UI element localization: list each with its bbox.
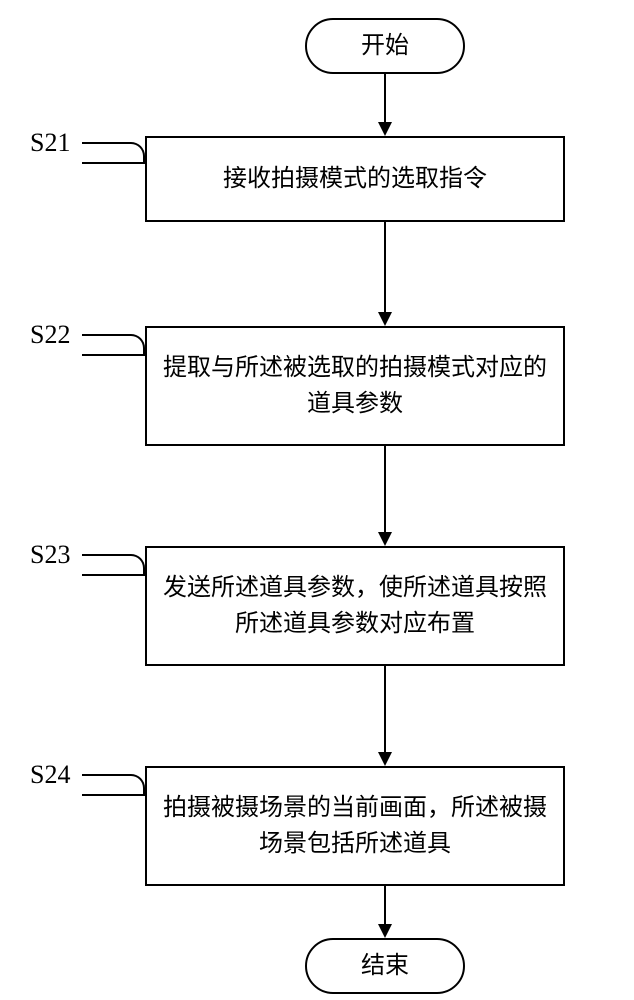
- label-s23: S23: [30, 540, 70, 570]
- arrow-head-icon: [378, 312, 392, 326]
- start-node: 开始: [305, 18, 465, 74]
- process-s23: 发送所述道具参数，使所述道具按照 所述道具参数对应布置: [145, 546, 565, 666]
- s21-text: 接收拍摄模式的选取指令: [223, 161, 487, 197]
- end-text: 结束: [361, 948, 409, 984]
- arrow-head-icon: [378, 532, 392, 546]
- process-s24: 拍摄被摄场景的当前画面，所述被摄 场景包括所述道具: [145, 766, 565, 886]
- arrow-head-icon: [378, 752, 392, 766]
- label-connector: [82, 774, 145, 796]
- arrow: [384, 74, 386, 122]
- arrow-head-icon: [378, 122, 392, 136]
- arrow: [384, 666, 386, 752]
- arrow: [384, 886, 386, 924]
- label-s22: S22: [30, 320, 70, 350]
- s24-text: 拍摄被摄场景的当前画面，所述被摄 场景包括所述道具: [163, 790, 547, 862]
- process-s21: 接收拍摄模式的选取指令: [145, 136, 565, 222]
- end-node: 结束: [305, 938, 465, 994]
- start-text: 开始: [361, 28, 409, 64]
- s23-text: 发送所述道具参数，使所述道具按照 所述道具参数对应布置: [163, 570, 547, 642]
- arrow: [384, 222, 386, 312]
- label-s24: S24: [30, 760, 70, 790]
- process-s22: 提取与所述被选取的拍摄模式对应的 道具参数: [145, 326, 565, 446]
- label-connector: [82, 554, 145, 576]
- label-connector: [82, 334, 145, 356]
- label-connector: [82, 142, 145, 164]
- arrow: [384, 446, 386, 532]
- s22-text: 提取与所述被选取的拍摄模式对应的 道具参数: [163, 350, 547, 422]
- arrow-head-icon: [378, 924, 392, 938]
- label-s21: S21: [30, 128, 70, 158]
